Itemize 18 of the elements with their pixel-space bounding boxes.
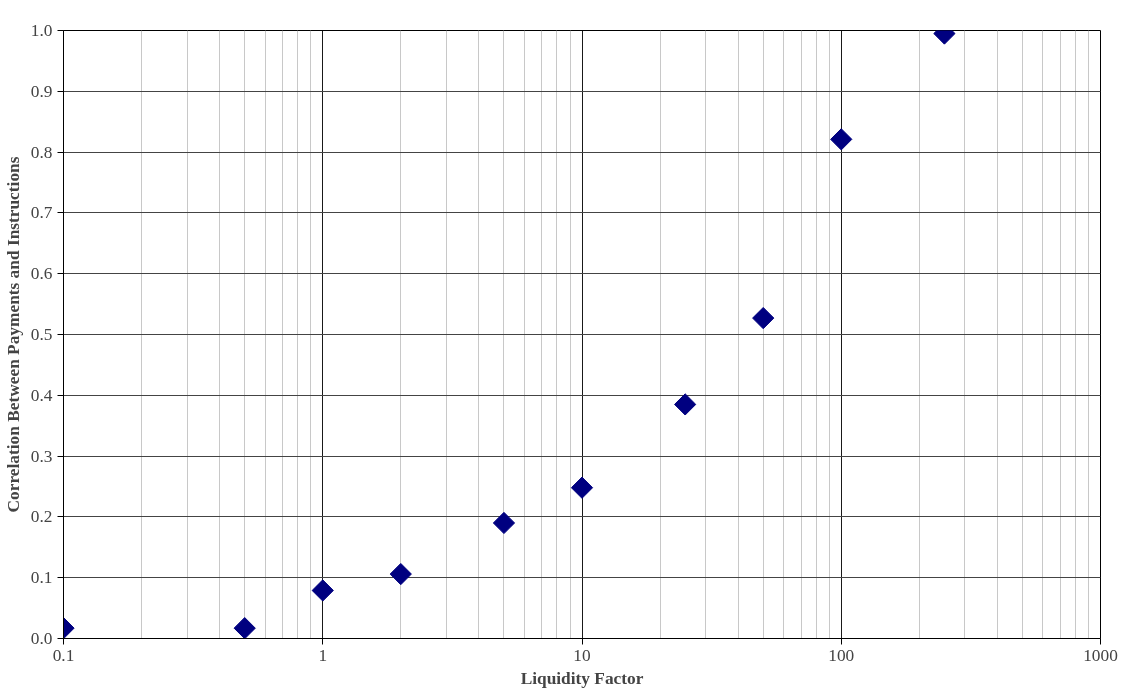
- y-tick-label: 0.3: [30, 446, 53, 466]
- y-tick-label: 0.8: [30, 142, 53, 162]
- y-tick-label: 1.0: [30, 21, 53, 40]
- x-tick-label: 1: [318, 645, 328, 665]
- y-tick-label: 0.9: [30, 81, 53, 101]
- y-tick-label: 0.7: [30, 203, 53, 223]
- x-axis-title: Liquidity Factor: [520, 668, 644, 688]
- x-tick-label: 100: [828, 645, 855, 665]
- y-tick-label: 0.6: [30, 264, 53, 284]
- y-tick-label: 0.2: [30, 507, 53, 527]
- x-tick-label: 0.1: [52, 645, 75, 665]
- x-tick-label: 1000: [1083, 645, 1118, 665]
- y-tick-label: 0.4: [30, 385, 53, 405]
- y-axis-title: Correlation Between Payments and Instructions: [3, 156, 23, 513]
- y-tick-label: 0.1: [30, 568, 53, 588]
- y-tick-label: 0.5: [30, 325, 53, 344]
- y-tick-label: 0.0: [30, 629, 53, 648]
- x-tick-label: 10: [573, 645, 591, 665]
